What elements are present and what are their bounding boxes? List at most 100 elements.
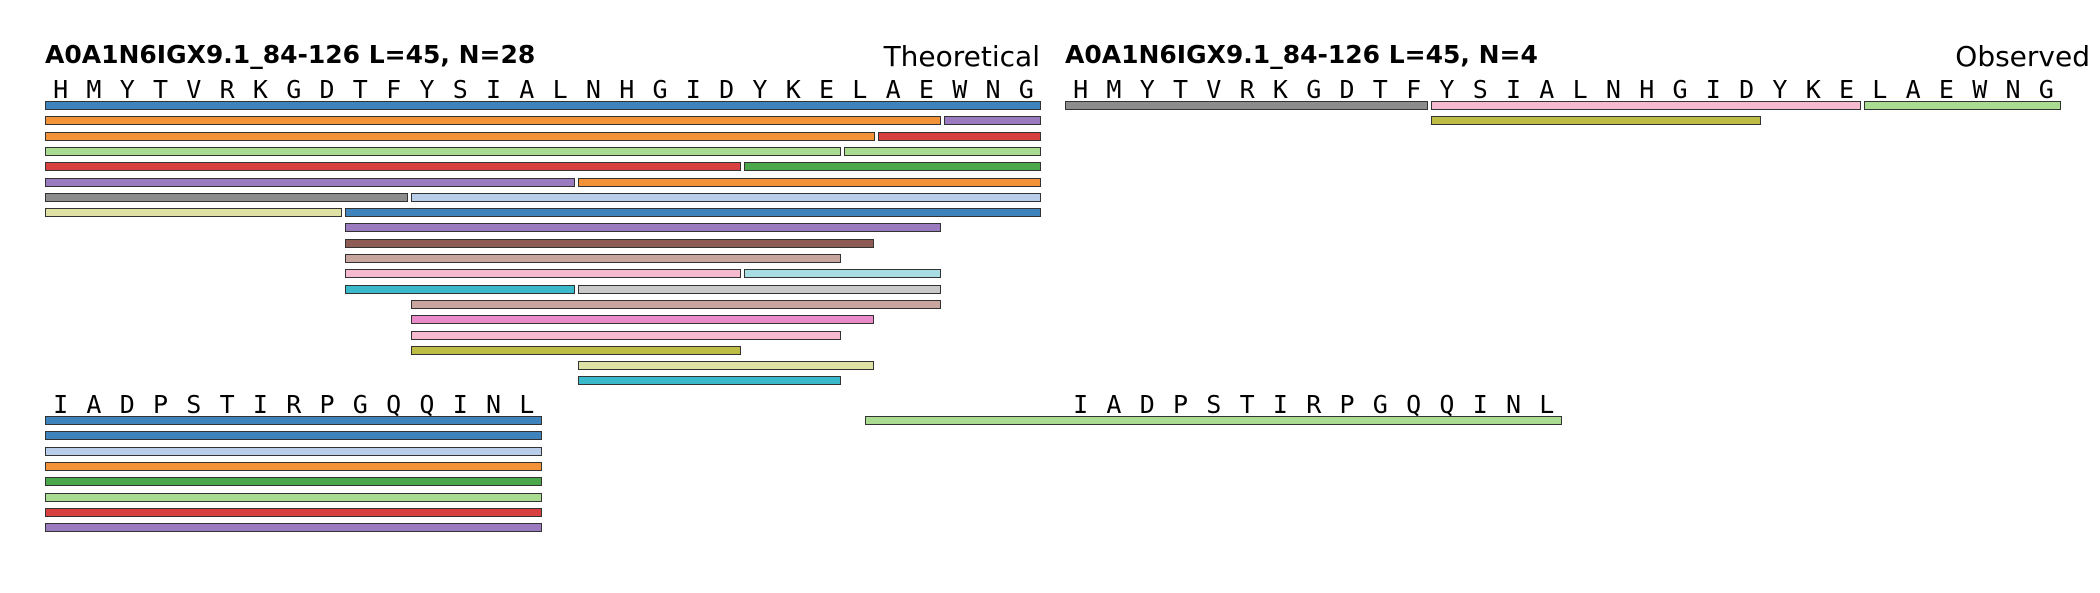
sequence-residue: P	[319, 390, 335, 419]
sequence-residue: H	[53, 75, 69, 104]
sequence-residue: Y	[1139, 75, 1155, 104]
peptide-bar	[577, 361, 875, 371]
peptide-bar	[45, 177, 575, 187]
peptide-bar	[877, 131, 1041, 141]
sequence-residue: K	[1805, 75, 1821, 104]
sequence-residue: G	[1306, 75, 1322, 104]
sequence-residue: I	[1073, 390, 1089, 419]
sequence-residue: Q	[419, 390, 435, 419]
sequence-residue: I	[252, 390, 268, 419]
peptide-bar	[577, 177, 1041, 187]
sequence-residue: N	[1605, 75, 1621, 104]
sequence-residue: L	[1572, 75, 1588, 104]
peptide-bar	[45, 101, 1041, 110]
sequence-residue: I	[452, 390, 468, 419]
peptide-bar	[411, 330, 842, 340]
peptide-bar	[344, 254, 842, 263]
sequence-residue: S	[186, 390, 202, 419]
sequence-residue: L	[852, 75, 868, 104]
sequence-residue: R	[286, 390, 302, 419]
sequence-residue: N	[2005, 75, 2021, 104]
sequence-residue: I	[1272, 390, 1288, 419]
peptide-bar	[411, 299, 942, 309]
observed-panel: A0A1N6IGX9.1_84-126 L=45, N=4 Observed H…	[865, 0, 2100, 593]
sequence-residue: F	[386, 75, 402, 104]
sequence-residue: I	[1506, 75, 1522, 104]
sequence-residue: Y	[1772, 75, 1788, 104]
peptide-bar	[411, 192, 1041, 202]
sequence-residue: V	[186, 75, 202, 104]
peptide-bar	[744, 269, 942, 279]
sequence-residue: I	[486, 75, 502, 104]
sequence-residue: L	[1539, 390, 1555, 419]
sequence-residue: A	[86, 390, 102, 419]
peptide-bar	[45, 446, 542, 456]
peptide-bar	[45, 192, 409, 202]
peptide-bar	[344, 223, 942, 233]
sequence-residue: N	[1506, 390, 1522, 419]
sequence-residue: D	[1739, 75, 1755, 104]
sequence-residue: H	[1073, 75, 1089, 104]
sequence-residue: W	[952, 75, 968, 104]
peptide-bar	[577, 376, 842, 386]
panel-tag: Observed	[1955, 40, 2090, 73]
sequence-residue: E	[1839, 75, 1855, 104]
sequence-residue: A	[1539, 75, 1555, 104]
sequence-residue: R	[219, 75, 235, 104]
sequence-residue: M	[86, 75, 102, 104]
sequence-residue: Q	[1439, 390, 1455, 419]
peptide-bar	[944, 116, 1041, 126]
sequence-residue: S	[1206, 390, 1222, 419]
sequence-residue: V	[1206, 75, 1222, 104]
peptide-bar	[1065, 101, 1429, 110]
sequence-residue: N	[985, 75, 1001, 104]
sequence-residue: P	[1173, 390, 1189, 419]
sequence-residue: R	[1239, 75, 1255, 104]
sequence-residue: P	[153, 390, 169, 419]
sequence-residue: E	[819, 75, 835, 104]
sequence-residue: T	[1173, 75, 1189, 104]
sequence-residue: G	[1672, 75, 1688, 104]
sequence-residue: H	[1639, 75, 1655, 104]
sequence-residue: Q	[386, 390, 402, 419]
sequence-residue: Y	[752, 75, 768, 104]
peptide-bar	[45, 461, 542, 471]
peptide-bar	[45, 492, 542, 502]
sequence-residue: I	[685, 75, 701, 104]
peptide-bar	[45, 416, 542, 425]
sequence-residue: L	[1872, 75, 1888, 104]
sequence-residue: T	[352, 75, 368, 104]
sequence-residue: H	[619, 75, 635, 104]
sequence-residue: I	[1472, 390, 1488, 419]
peptide-bar	[45, 131, 875, 141]
peptide-bar	[344, 208, 1041, 218]
panel-tag: Theoretical	[883, 40, 1040, 73]
sequence-residue: T	[1372, 75, 1388, 104]
sequence-residue: A	[519, 75, 535, 104]
sequence-residue: A	[885, 75, 901, 104]
peptide-bar	[1864, 101, 2061, 110]
sequence-residue: Y	[119, 75, 135, 104]
sequence-residue: T	[153, 75, 169, 104]
sequence-residue: K	[785, 75, 801, 104]
sequence-residue: D	[119, 390, 135, 419]
sequence-residue: D	[319, 75, 335, 104]
peptide-bar	[577, 284, 942, 294]
panel-title: A0A1N6IGX9.1_84-126 L=45, N=4	[1065, 40, 1538, 69]
sequence-residue: L	[519, 390, 535, 419]
sequence-residue: T	[1239, 390, 1255, 419]
peptide-bar	[411, 345, 742, 355]
peptide-bar	[344, 238, 875, 248]
sequence-residue: Y	[1439, 75, 1455, 104]
sequence-residue: A	[1106, 390, 1122, 419]
peptide-bar	[45, 431, 542, 441]
sequence-residue: A	[1905, 75, 1921, 104]
sequence-residue: D	[1139, 390, 1155, 419]
sequence-residue: F	[1406, 75, 1422, 104]
peptide-bar	[45, 146, 842, 156]
sequence-residue: I	[53, 390, 69, 419]
sequence-residue: D	[719, 75, 735, 104]
peptide-bar	[45, 208, 342, 218]
sequence-residue: T	[219, 390, 235, 419]
sequence-residue: E	[1938, 75, 1954, 104]
